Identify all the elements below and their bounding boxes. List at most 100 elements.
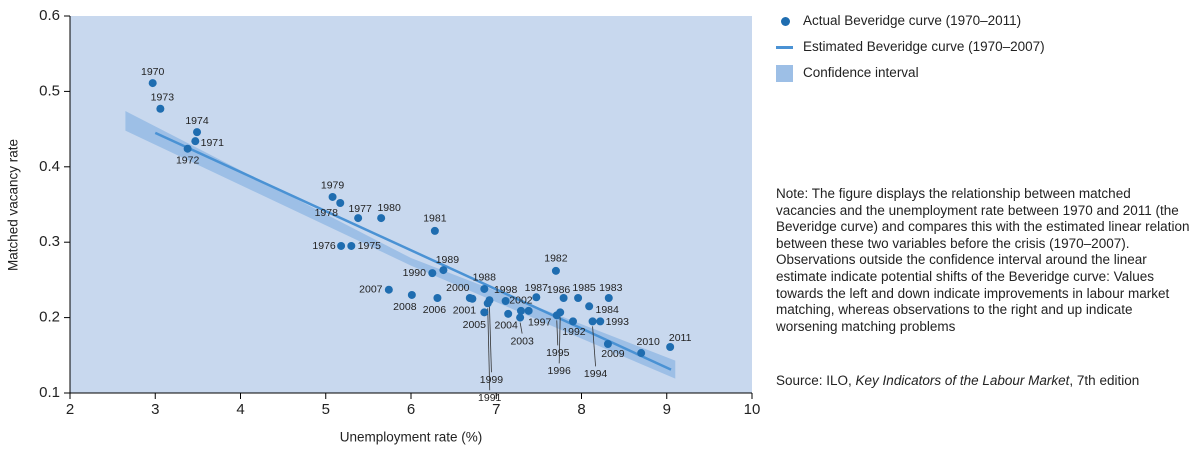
point [328,192,337,201]
legend-dot [781,17,790,26]
point [430,226,439,235]
point-label: 2003 [510,335,534,347]
point-label: 1970 [141,66,165,78]
point [574,293,583,302]
point [347,241,356,250]
point [468,294,477,303]
point [568,317,577,326]
chart: Unemployment rate (%) Matched vacancy ra… [6,7,761,445]
point [532,293,541,302]
point [551,266,560,275]
point-label: 2010 [636,336,660,348]
note: Note: The figure displays the relationsh… [776,186,1190,334]
confidence-band [125,111,676,379]
point-label: 2011 [669,332,692,344]
x-tick-label: 10 [744,401,761,418]
point-label: 1992 [562,326,586,338]
y-tick-label: 0.5 [39,82,60,99]
point [433,293,442,302]
x-tick-label: 6 [407,401,415,418]
y-axis-label: Matched vacancy rate [6,139,21,271]
point-label: 1996 [548,365,572,377]
point-label: 1982 [544,253,568,265]
point-label: 1993 [606,316,630,328]
leader-line [556,320,559,346]
point-label: 1974 [185,115,209,127]
point-label: 1979 [321,180,345,192]
source: Source: ILO, Key Indicators of the Labou… [776,373,1139,388]
legend-line [776,46,793,49]
point [191,137,200,146]
leader-line [489,305,492,373]
point-label: 1991 [478,392,502,404]
point-label: 2007 [359,283,383,295]
point [604,293,613,302]
point-label: 2001 [453,305,477,317]
point [407,290,416,299]
point [516,313,525,322]
x-tick-label: 7 [492,401,500,418]
point [501,297,510,306]
point [516,306,525,315]
point-label: 1986 [547,284,571,296]
estimate-line [154,131,672,371]
leader-line [558,317,561,364]
legend-label: Actual Beveridge curve (1970–2011) [803,13,1022,28]
point [337,241,346,250]
point [439,266,448,275]
y-tick-label: 0.6 [39,7,60,24]
point-label: 1972 [176,154,200,166]
source-title: Key Indicators of the Labour Market [855,373,1070,388]
point-label: 1997 [528,317,552,329]
point-label: 1983 [599,282,623,294]
y-tick-label: 0.3 [39,233,60,250]
legend-swatch [776,65,793,82]
x-tick-label: 9 [663,401,671,418]
plot-background [70,16,752,393]
x-tick-label: 3 [151,401,159,418]
point [377,214,386,223]
leader-line [487,308,491,391]
point [603,339,612,348]
legend-entry: Confidence interval [776,65,919,82]
point [148,79,157,88]
point-label: 2005 [463,319,487,331]
point-label: 1971 [201,137,225,149]
point-label: 2004 [495,320,519,332]
point-label: 1987 [525,282,549,294]
legend-entry: Actual Beveridge curve (1970–2011) [781,13,1022,28]
point [483,299,492,308]
point-label: 1984 [595,304,619,316]
point-label: 1990 [403,267,427,279]
point [637,349,646,358]
point [666,343,675,352]
point-label: 2002 [509,295,533,307]
leader-line [519,322,523,334]
point-label: 1980 [377,202,401,214]
legend-label: Estimated Beveridge curve (1970–2007) [803,39,1045,54]
point [585,302,594,311]
point [428,269,437,278]
point [588,317,597,326]
point [384,285,393,294]
x-tick-label: 8 [577,401,585,418]
point-label: 1976 [312,240,336,252]
legend-entry: Estimated Beveridge curve (1970–2007) [776,39,1045,54]
y-tick-label: 0.2 [39,309,60,326]
point-label: 1985 [572,282,596,294]
point [556,308,565,317]
point-label: 1975 [358,240,382,252]
point-label: 1989 [436,254,460,266]
x-axis-label: Unemployment rate (%) [340,430,483,445]
x-tick-label: 2 [66,401,74,418]
point-label: 2008 [393,301,417,313]
point [480,284,489,293]
y-tick-label: 0.1 [39,384,60,401]
point-label: 1988 [473,272,497,284]
point [336,198,345,207]
point-label: 2000 [446,282,470,294]
point-label: 1978 [315,207,339,219]
x-tick-label: 4 [236,401,244,418]
point [354,214,363,223]
